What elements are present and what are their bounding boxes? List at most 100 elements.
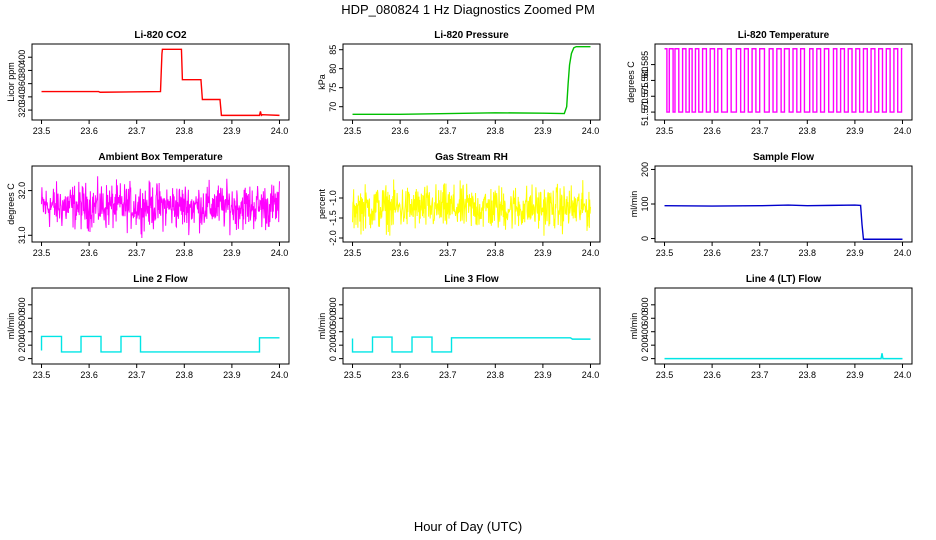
- y-tick-label: 380: [17, 63, 27, 78]
- x-tick-label: 24.0: [271, 370, 289, 380]
- y-tick-label: 85: [328, 45, 338, 55]
- y-axis-label: degrees C: [626, 61, 636, 103]
- plot-frame: [654, 165, 913, 243]
- x-tick-label: 23.5: [656, 248, 674, 258]
- x-tick-label: 23.8: [799, 370, 817, 380]
- x-tick-label: 23.6: [391, 126, 409, 136]
- y-tick-label: 0: [17, 356, 27, 361]
- x-tick-label: 23.7: [128, 370, 146, 380]
- y-tick-label: 400: [640, 324, 650, 339]
- y-axis-label: Licor ppm: [6, 62, 16, 102]
- x-tick-label: 23.6: [80, 370, 98, 380]
- panel-1: Li-820 CO2 23.5 23.6 23.7 23.8 23.9 24.0 320340…: [6, 30, 290, 136]
- x-tick-label: 23.9: [846, 126, 864, 136]
- x-tick-label: 23.5: [656, 126, 674, 136]
- y-tick-label: 600: [640, 311, 650, 326]
- panel-title: Line 4 (LT) Flow: [746, 274, 822, 285]
- y-tick-label: 51.580: [640, 67, 650, 95]
- y-tick-label: 31.0: [17, 227, 27, 245]
- y-tick-label: 0: [640, 236, 650, 241]
- x-tick-label: 24.0: [271, 126, 289, 136]
- y-tick-label: 51.575: [640, 82, 650, 110]
- panel-4: Ambient Box Temperature 23.5 23.6 23.7 23.8 2…: [6, 152, 290, 258]
- y-tick-label: 32.0: [17, 182, 27, 200]
- data-series-line: [41, 48, 280, 117]
- y-tick-label: 400: [17, 324, 27, 339]
- x-tick-label: 23.7: [439, 126, 457, 136]
- y-tick-label: 0: [640, 356, 650, 361]
- x-tick-label: 23.6: [80, 126, 98, 136]
- x-tick-label: 23.7: [439, 370, 457, 380]
- x-tick-label: 23.7: [751, 126, 769, 136]
- x-tick-label: 23.5: [344, 248, 362, 258]
- plot-frame: [342, 287, 601, 365]
- y-tick-label: 320: [17, 103, 27, 118]
- x-tick-label: 23.9: [846, 370, 864, 380]
- x-tick-label: 24.0: [582, 370, 600, 380]
- y-tick-label: 75: [328, 83, 338, 93]
- y-tick-label: -1.0: [328, 190, 338, 206]
- plot-frame: [342, 43, 601, 121]
- panel-7: Line 2 Flow 23.5 23.6 23.7 23.8 23.9 24.0 0 2004…: [6, 274, 290, 380]
- x-tick-label: 23.7: [751, 370, 769, 380]
- x-tick-label: 23.6: [80, 248, 98, 258]
- x-tick-label: 23.9: [223, 126, 241, 136]
- plot-frame: [654, 43, 913, 121]
- panel-title: Ambient Box Temperature: [98, 152, 223, 163]
- x-tick-label: 23.8: [176, 248, 194, 258]
- data-series-line: [352, 45, 591, 115]
- x-tick-label: 24.0: [894, 248, 912, 258]
- x-axis-caption: Hour of Day (UTC): [413, 519, 523, 534]
- panel-title: Line 2 Flow: [133, 274, 188, 285]
- y-axis-label: ml/min: [629, 313, 639, 340]
- y-axis-label: ml/min: [317, 313, 327, 340]
- x-tick-label: 23.6: [703, 126, 721, 136]
- x-tick-label: 23.8: [176, 126, 194, 136]
- data-series-line: [41, 176, 280, 239]
- y-tick-label: 200: [17, 338, 27, 353]
- panel-3: Li-820 Temperature 23.5 23.6 23.7 23.8 23.9 24…: [626, 30, 913, 136]
- x-tick-label: 23.6: [703, 370, 721, 380]
- y-tick-label: 80: [328, 64, 338, 74]
- y-tick-label: 800: [328, 297, 338, 312]
- x-tick-label: 23.6: [703, 248, 721, 258]
- x-tick-label: 23.7: [439, 248, 457, 258]
- x-tick-label: 23.8: [487, 248, 505, 258]
- x-tick-label: 23.7: [128, 248, 146, 258]
- y-axis-label: ml/min: [6, 313, 16, 340]
- y-axis-label: kPa: [317, 74, 327, 90]
- y-tick-label: 600: [328, 311, 338, 326]
- x-tick-label: 23.8: [799, 126, 817, 136]
- x-tick-label: 23.8: [487, 370, 505, 380]
- x-tick-label: 23.5: [33, 126, 51, 136]
- plot-frame: [31, 165, 290, 243]
- y-tick-label: 400: [328, 324, 338, 339]
- x-tick-label: 23.8: [176, 370, 194, 380]
- x-tick-label: 23.9: [223, 248, 241, 258]
- plot-frame: [342, 165, 601, 243]
- x-tick-label: 23.9: [223, 370, 241, 380]
- y-tick-label: 51.570: [640, 98, 650, 126]
- x-tick-label: 24.0: [894, 370, 912, 380]
- y-axis-label: ml/min: [629, 191, 639, 218]
- x-tick-label: 23.7: [128, 126, 146, 136]
- x-tick-label: 23.5: [33, 370, 51, 380]
- data-series-line: [664, 353, 903, 360]
- y-tick-label: 360: [17, 76, 27, 91]
- data-series-line: [351, 336, 591, 353]
- x-tick-label: 23.9: [534, 126, 552, 136]
- panel-9: Line 4 (LT) Flow 23.5 23.6 23.7 23.8 23.9 24.0…: [629, 274, 913, 380]
- y-tick-label: 200: [640, 162, 650, 177]
- y-tick-label: 340: [17, 89, 27, 104]
- panel-title: Li-820 Pressure: [434, 30, 509, 41]
- panel-title: Sample Flow: [753, 152, 814, 163]
- x-tick-label: 23.7: [751, 248, 769, 258]
- y-tick-label: 800: [17, 297, 27, 312]
- y-tick-label: 100: [640, 196, 650, 211]
- x-tick-label: 23.8: [799, 248, 817, 258]
- x-tick-label: 23.6: [391, 370, 409, 380]
- data-series-line: [664, 204, 903, 240]
- x-tick-label: 24.0: [582, 248, 600, 258]
- panel-title: Li-820 CO2: [134, 30, 187, 41]
